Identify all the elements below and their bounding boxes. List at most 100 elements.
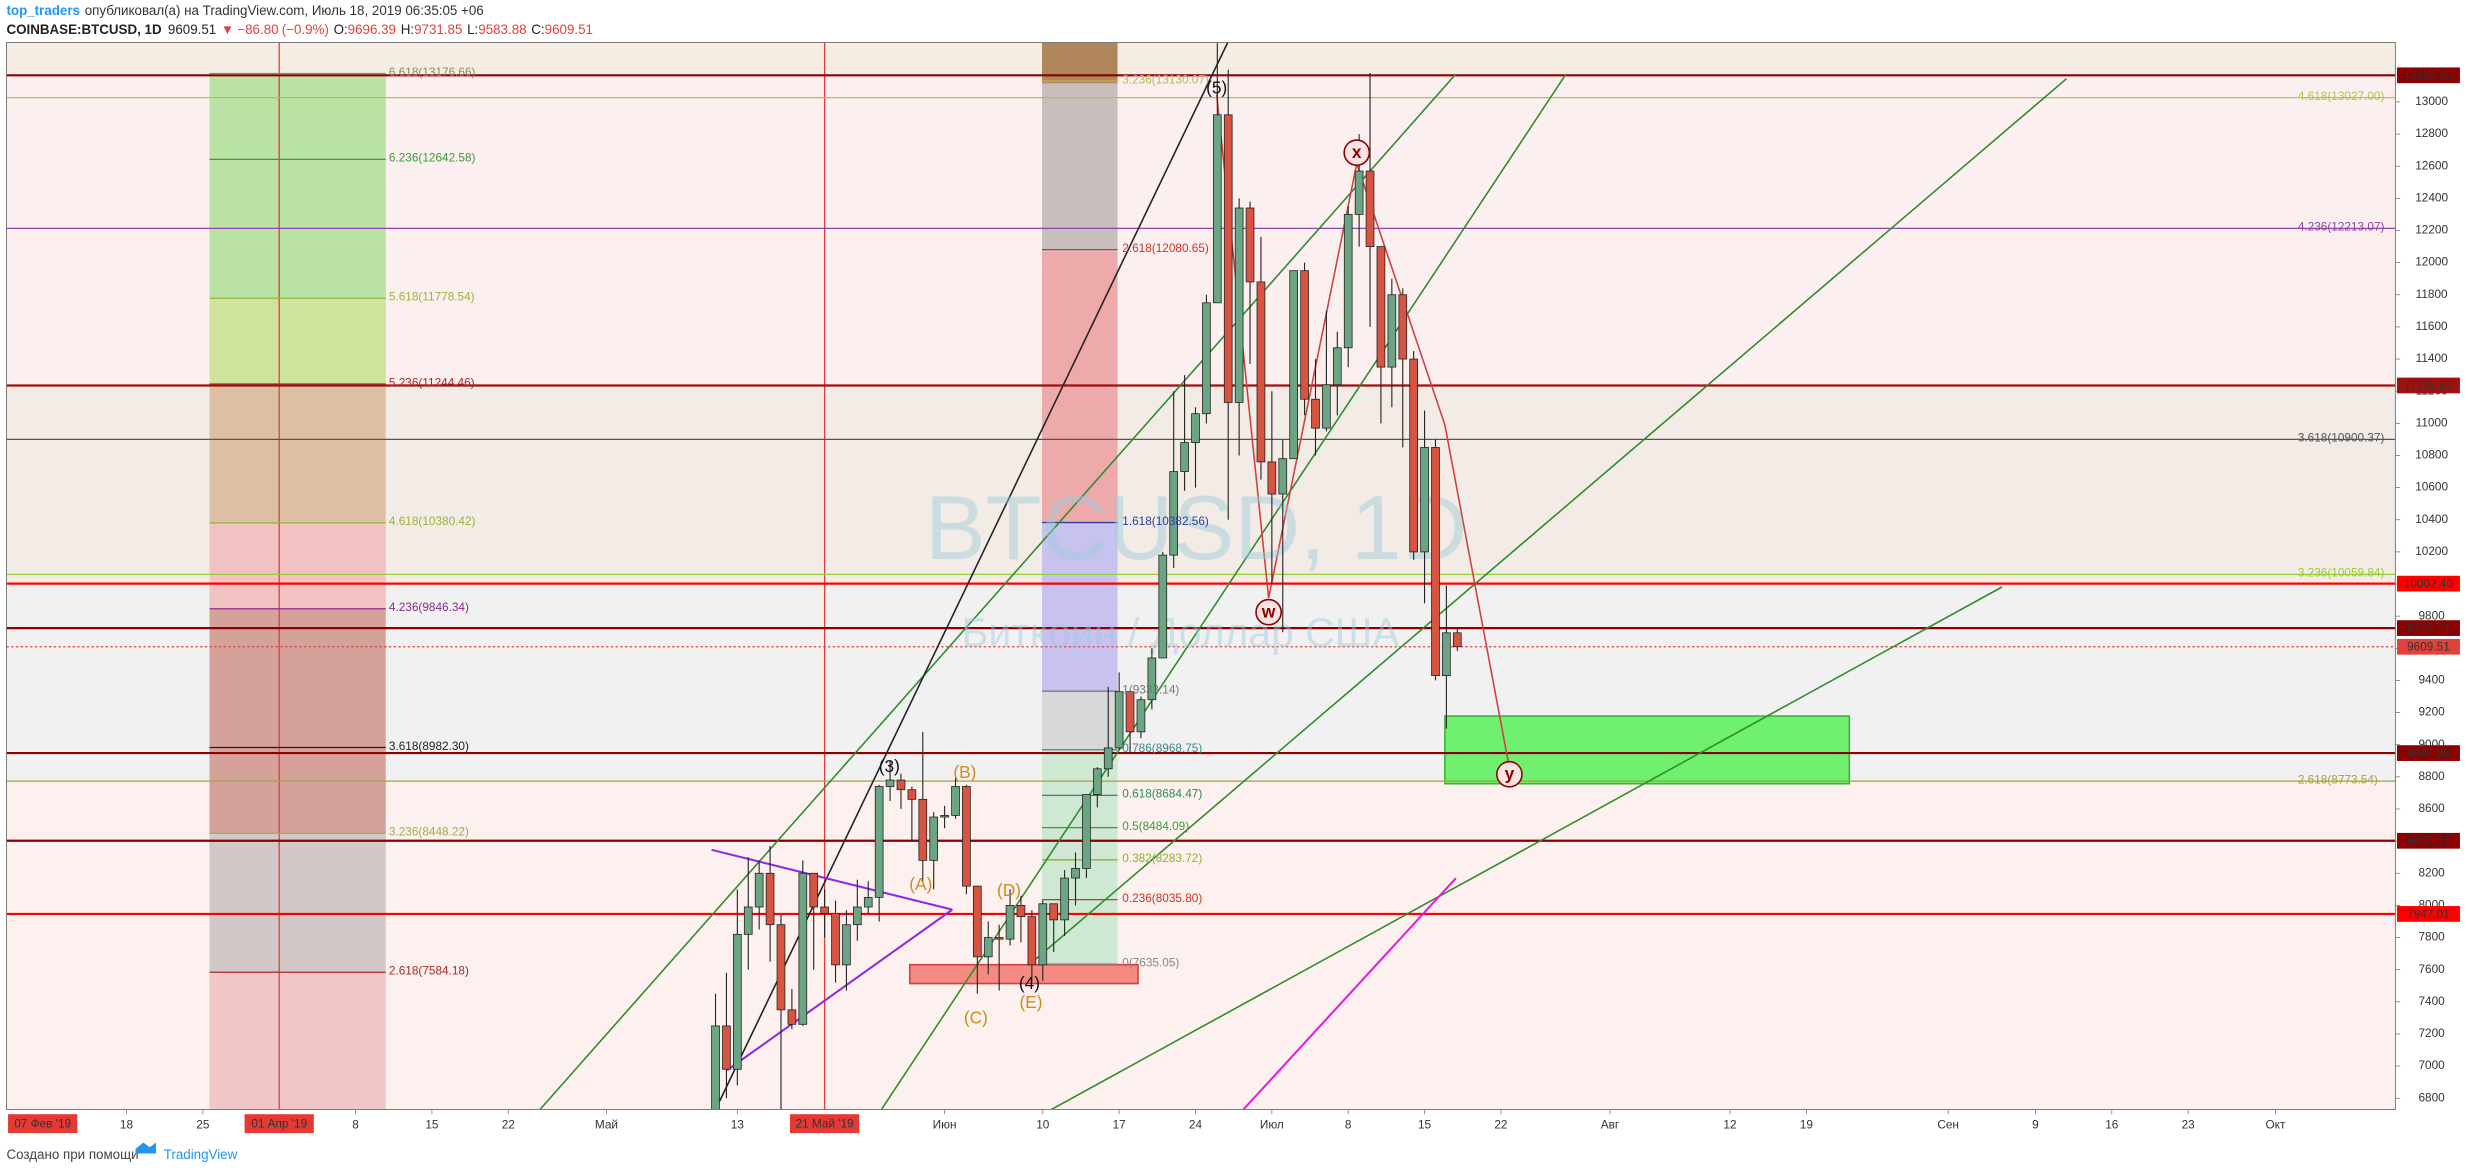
candle-body <box>1005 905 1015 940</box>
candle-body <box>1103 747 1113 770</box>
candles <box>711 42 1462 1110</box>
ohlc-label: O: <box>334 21 348 36</box>
fib-label: 1.618(10382.56) <box>1122 514 1209 528</box>
price-level-label: 8947.88 <box>2407 746 2450 760</box>
price-level-box <box>2396 745 2460 761</box>
fib-label: 4.236(12213.07) <box>2298 220 2385 234</box>
y-tick-label: 9800 <box>2418 608 2445 622</box>
fib-zone <box>209 609 386 835</box>
fib-zone <box>209 834 386 973</box>
time-marker-label: 21 Май '19 <box>796 1117 854 1131</box>
time-marker-label: 01 Апр '19 <box>251 1117 307 1131</box>
y-tick-label: 8200 <box>2418 865 2445 879</box>
y-tick-label: 12400 <box>2415 190 2448 204</box>
x-tick-label: 17 <box>1113 1117 1126 1131</box>
wave-label: x <box>1352 142 1362 162</box>
wave-label: (5) <box>1206 77 1227 97</box>
x-tick-label: 16 <box>2105 1117 2119 1131</box>
fib-label: 3.236(10059.84) <box>2298 566 2385 580</box>
fib-label: 0.786(8968.75) <box>1122 741 1202 755</box>
x-tick-label: 10 <box>1036 1117 1050 1131</box>
x-tick-label: Июл <box>1260 1117 1284 1131</box>
candle-body <box>1060 877 1069 921</box>
trend-line <box>1242 877 1457 1110</box>
candle-body <box>874 786 884 898</box>
candle-body <box>973 885 982 958</box>
symbol-line: COINBASE:BTCUSD, 1D 9609.51 ▼ −86.80 (−0.9%)… <box>6 21 592 36</box>
price-level-label: 11235.57 <box>2404 378 2452 392</box>
fib-label: 2.618(12080.65) <box>1122 241 1209 255</box>
fib-label: 3.236(13130.07) <box>1122 72 1209 86</box>
x-tick-label: 24 <box>1189 1117 1203 1131</box>
time-marker-box <box>244 1114 314 1134</box>
trend-line <box>1030 78 2068 964</box>
candle-body <box>1027 916 1037 966</box>
candle-body <box>1245 207 1255 283</box>
y-tick-label: 7400 <box>2418 994 2445 1008</box>
candle-body <box>1092 768 1102 795</box>
fib-zone <box>1042 750 1118 967</box>
wave-circle <box>1343 139 1371 167</box>
wave-label: (3) <box>879 756 900 776</box>
price-level-box <box>2396 832 2460 849</box>
candle-body <box>733 933 742 1070</box>
y-tick-label: 11400 <box>2416 351 2448 365</box>
candle-body <box>754 872 764 908</box>
trend-line <box>1051 586 2003 1110</box>
y-tick-label: 12800 <box>2415 126 2448 140</box>
watermark-subtitle: Биткоин / Доллар США <box>961 610 1400 656</box>
trend-line <box>539 73 1457 1110</box>
fib-label: 0.618(8684.47) <box>1122 787 1202 801</box>
candle-body <box>994 937 1004 940</box>
support-zone <box>909 963 1139 985</box>
y-tick-label: 11000 <box>2416 415 2448 429</box>
candle-body <box>1278 458 1288 495</box>
candle-body <box>1158 554 1168 659</box>
fib-label: 2.618(7584.18) <box>389 964 469 978</box>
x-tick-label: Авг <box>1601 1117 1619 1131</box>
published: опубликовал(а) на TradingView.com, Июль … <box>85 3 484 18</box>
candle-body <box>1376 246 1386 368</box>
axes: 6800700072007400760078008000820084008600… <box>8 67 2460 1134</box>
x-tick-label: 22 <box>1494 1117 1507 1131</box>
author[interactable]: top_traders <box>6 3 80 18</box>
fib-zone <box>209 385 386 525</box>
candle-body <box>983 937 993 958</box>
candle-body <box>1311 398 1320 429</box>
candle-body <box>853 906 862 926</box>
wave-label: (B) <box>953 762 976 782</box>
y-tick-label: 11600 <box>2416 319 2448 333</box>
ohlc-value: 9731.85 <box>414 21 462 36</box>
ohlc-label: H: <box>401 21 414 36</box>
x-tick-label: Окт <box>2265 1117 2285 1131</box>
change-arrow: ▼ <box>221 21 234 36</box>
candle-body <box>962 786 971 887</box>
y-tick-label: 11800 <box>2416 287 2448 301</box>
candle-body <box>918 798 928 861</box>
fib-label: 5.236(11244.46) <box>389 375 475 389</box>
footer-text: Создано при помощи <box>6 1147 138 1162</box>
fib-label: 3.618(10900.37) <box>2298 431 2385 445</box>
footer-brand[interactable]: TradingView <box>164 1147 238 1162</box>
candle-body <box>896 779 906 791</box>
candle-body <box>929 816 939 861</box>
footer: Создано при помощи TradingView <box>6 1147 237 1162</box>
change: −86.80 <box>237 21 278 36</box>
fib-zone <box>1042 524 1118 693</box>
price-level-label: 7947.01 <box>2407 907 2450 921</box>
y-tick-label: 12200 <box>2415 223 2448 237</box>
candle-body <box>1300 270 1309 400</box>
x-tick-label: Май <box>595 1117 618 1131</box>
y-tick-label: 8600 <box>2418 801 2445 815</box>
wave-label: (4) <box>1019 973 1040 993</box>
price-level-label: 10002.40 <box>2404 577 2454 591</box>
fib-label: 0.382(8283.72) <box>1122 851 1202 865</box>
fib-label: 1(9333.14) <box>1122 682 1179 696</box>
logo <box>135 1142 156 1154</box>
candle-body <box>1125 691 1135 733</box>
candle-body <box>1431 447 1440 677</box>
x-tick-label: 12 <box>1723 1117 1736 1131</box>
fib-label: 4.236(9846.34) <box>389 600 469 614</box>
